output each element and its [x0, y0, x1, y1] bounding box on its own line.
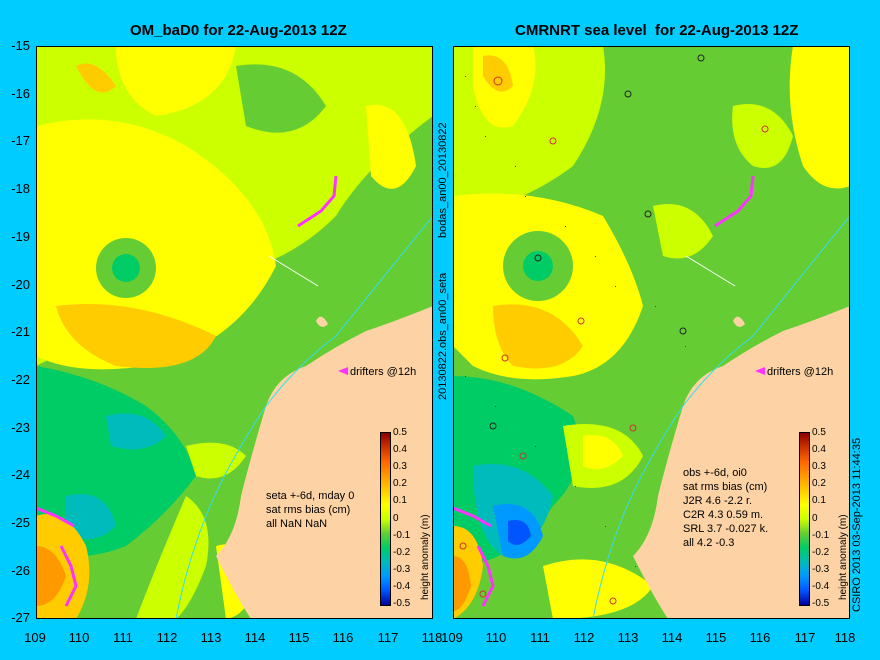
y-tick: -17 — [11, 133, 30, 148]
colorbar-tick: -0.1 — [393, 530, 411, 541]
colorbar-tick: 0.4 — [812, 444, 826, 455]
right-stats-line: C2R 4.3 0.59 m. — [683, 509, 763, 521]
x-tick: 118 — [834, 630, 856, 645]
left-stats-line: sat rms bias (cm) — [266, 504, 350, 516]
colorbar-gradient — [799, 432, 810, 606]
colorbar-tick: 0.3 — [393, 461, 407, 472]
x-tick: 117 — [794, 630, 816, 645]
x-tick: 109 — [24, 630, 46, 645]
credit-label: CSIRO 2013 03-Sep-2013 11:44:35 — [851, 437, 863, 612]
colorbar-tick: 0.2 — [812, 478, 826, 489]
x-tick: 118 — [421, 630, 443, 645]
colorbar-tick: 0.2 — [393, 478, 407, 489]
y-tick: -15 — [11, 38, 30, 53]
x-tick: 113 — [617, 630, 639, 645]
x-tick: 116 — [749, 630, 771, 645]
colorbar-tick: -0.5 — [812, 598, 830, 609]
colorbar-gradient — [380, 432, 391, 606]
left-stats-line: seta +-6d, mday 0 — [266, 490, 354, 502]
left-map: drifters @12h seta +-6d, mday 0 sat rms … — [36, 46, 433, 619]
colorbar-tick: -0.1 — [812, 530, 830, 541]
y-tick: -26 — [11, 563, 30, 578]
colorbar-tick: 0.1 — [812, 495, 826, 506]
colorbar-tick: 0 — [812, 513, 818, 524]
y-tick: -21 — [11, 324, 30, 339]
x-tick: 114 — [661, 630, 683, 645]
y-tick: -27 — [11, 610, 30, 625]
right-map: drifters @12h obs +-6d, oi0 sat rms bias… — [453, 46, 850, 619]
x-tick: 114 — [244, 630, 266, 645]
x-tick: 112 — [573, 630, 595, 645]
colorbar-tick: -0.3 — [393, 564, 411, 575]
right-stats-line: all 4.2 -0.3 — [683, 537, 734, 549]
x-tick: 115 — [288, 630, 310, 645]
obs-file-label: 20130822.obs_an00_seta — [437, 272, 449, 400]
x-tick: 115 — [705, 630, 727, 645]
colorbar-tick: -0.3 — [812, 564, 830, 575]
x-tick: 110 — [485, 630, 507, 645]
left-stats-line: all NaN NaN — [266, 518, 327, 530]
x-tick: 112 — [156, 630, 178, 645]
analysis-file-label: bodas_an00_20130822 — [437, 122, 449, 238]
y-tick: -18 — [11, 181, 30, 196]
observation-dots — [465, 76, 686, 567]
colorbar-tick: 0 — [393, 513, 399, 524]
y-tick: -25 — [11, 515, 30, 530]
x-tick: 113 — [200, 630, 222, 645]
colorbar-tick: -0.4 — [393, 581, 411, 592]
right-stats-line: J2R 4.6 -2.2 r. — [683, 495, 752, 507]
colorbar-tick: 0.5 — [393, 427, 407, 438]
x-tick: 109 — [441, 630, 463, 645]
left-panel-title: OM_baD0 for 22-Aug-2013 12Z — [130, 22, 347, 39]
right-panel-title: CMRNRT sea level for 22-Aug-2013 12Z — [515, 22, 799, 39]
right-colorbar-label: height anomaly (m) — [838, 514, 849, 600]
x-tick: 116 — [332, 630, 354, 645]
right-stats-line: sat rms bias (cm) — [683, 481, 767, 493]
colorbar-tick: 0.1 — [393, 495, 407, 506]
x-tick: 117 — [377, 630, 399, 645]
drifters-label: drifters @12h — [350, 366, 416, 378]
y-tick: -24 — [11, 467, 30, 482]
colorbar-tick: 0.3 — [812, 461, 826, 472]
x-tick: 110 — [68, 630, 90, 645]
y-tick: -23 — [11, 420, 30, 435]
left-colorbar-label: height anomaly (m) — [420, 514, 431, 600]
x-tick: 111 — [113, 630, 133, 645]
y-tick: -19 — [11, 229, 30, 244]
right-stats-line: SRL 3.7 -0.027 k. — [683, 523, 768, 535]
y-tick: -20 — [11, 277, 30, 292]
colorbar-tick: -0.4 — [812, 581, 830, 592]
colorbar-tick: -0.5 — [393, 598, 411, 609]
y-tick: -16 — [11, 86, 30, 101]
observation-markers — [459, 54, 769, 605]
drifters-label: drifters @12h — [767, 366, 833, 378]
colorbar-tick: 0.4 — [393, 444, 407, 455]
y-tick: -22 — [11, 372, 30, 387]
x-tick: 111 — [530, 630, 550, 645]
colorbar-tick: -0.2 — [393, 547, 411, 558]
right-stats-line: obs +-6d, oi0 — [683, 467, 747, 479]
right-colorbar: 0.5 0.4 0.3 0.2 0.1 0 -0.1 -0.2 -0.3 -0.… — [799, 427, 839, 609]
left-colorbar: 0.5 0.4 0.3 0.2 0.1 0 -0.1 -0.2 -0.3 -0.… — [380, 427, 430, 609]
colorbar-tick: 0.5 — [812, 427, 826, 438]
colorbar-tick: -0.2 — [812, 547, 830, 558]
